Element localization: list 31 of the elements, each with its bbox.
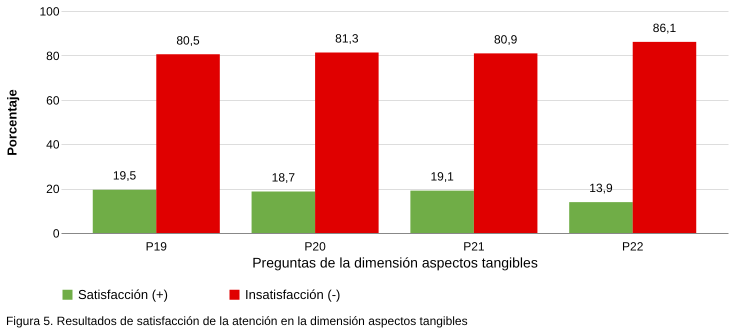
legend-label: Satisfacción (+) bbox=[78, 286, 168, 302]
data-label: 80,9 bbox=[494, 32, 518, 46]
y-axis-title: Porcentaje bbox=[4, 89, 20, 156]
y-tick-label: 0 bbox=[52, 226, 60, 240]
legend-label: Insatisfacción (-) bbox=[245, 286, 340, 302]
x-tick-label: P20 bbox=[304, 240, 326, 254]
data-label: 81,3 bbox=[335, 32, 359, 46]
y-tick-label: 100 bbox=[39, 4, 60, 18]
bar bbox=[632, 42, 696, 233]
x-axis-title: Preguntas de la dimensión aspectos tangibles bbox=[252, 254, 538, 270]
y-tick-label: 80 bbox=[46, 48, 60, 63]
text: Figura 5. Resultados de satisfacción de la atención en la dimensión aspectos tangibles bbox=[6, 314, 468, 328]
bar bbox=[156, 54, 220, 233]
bar bbox=[252, 191, 316, 233]
data-label: 19,5 bbox=[112, 168, 137, 183]
y-tick-label: 60 bbox=[46, 93, 60, 108]
data-label: 80,5 bbox=[176, 33, 200, 48]
y-tick-label: 40 bbox=[46, 138, 60, 152]
bar bbox=[92, 190, 156, 233]
y-tick-label: 20 bbox=[46, 182, 60, 196]
bar bbox=[474, 53, 538, 233]
bar bbox=[410, 190, 474, 233]
bar bbox=[569, 202, 633, 233]
x-tick-label: P19 bbox=[146, 240, 168, 254]
x-tick-label: P22 bbox=[622, 240, 644, 254]
data-label: 13,9 bbox=[589, 181, 613, 196]
data-label: 18,7 bbox=[272, 170, 296, 184]
bar bbox=[315, 52, 379, 233]
data-label: 86,1 bbox=[652, 20, 676, 35]
data-label: 19,1 bbox=[430, 170, 454, 184]
x-tick-label: P21 bbox=[463, 240, 485, 254]
